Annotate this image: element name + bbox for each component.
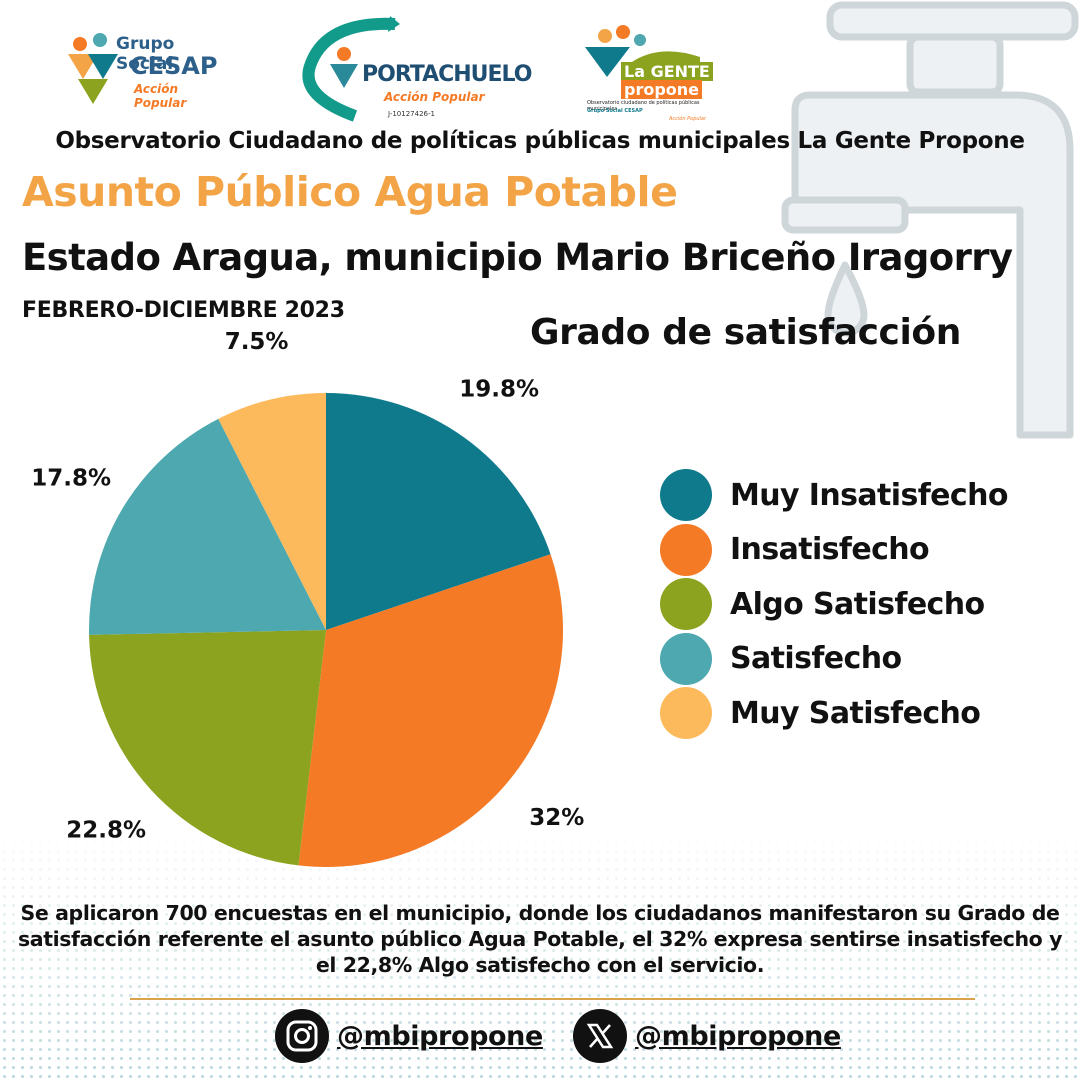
legend-item: Satisfecho: [660, 632, 1008, 687]
period-label: FEBRERO-DICIEMBRE 2023: [22, 298, 345, 323]
lagente-line3: Observatorio ciudadano de políticas públ…: [587, 100, 700, 112]
pie-chart: 19.8% 32% 22.8% 17.8% 7.5%: [31, 329, 584, 867]
pie-slice-satisfecho: [89, 418, 326, 635]
lagente-line4: Grupo Social CESAP: [587, 108, 643, 114]
pie-slice-muy-insatisfecho: [326, 393, 551, 630]
slice-label-muy-satisfecho: 7.5%: [225, 329, 289, 355]
x-handle: @mbipropone: [635, 1020, 841, 1052]
cesap-line2: CESAP: [130, 52, 218, 80]
instagram-icon: [275, 1009, 329, 1063]
cesap-emblem-icon: [68, 33, 118, 104]
legend-label: Muy Insatisfecho: [730, 477, 1008, 513]
chart-title: Grado de satisfacción: [530, 312, 961, 353]
portachuelo-logo: PORTACHUELO Acción Popular J-10127426-1: [300, 16, 532, 126]
pie-slice-insatisfecho: [298, 554, 563, 867]
lagente-line5: Acción Popular: [669, 116, 707, 122]
slice-label-insatisfecho: 32%: [529, 805, 584, 831]
pie-slice-muy-satisfecho: [218, 393, 326, 630]
legend-item: Insatisfecho: [660, 523, 1008, 578]
slice-label-algo-satisfecho: 22.8%: [66, 818, 146, 844]
instagram-link[interactable]: @mbipropone: [275, 1008, 543, 1064]
legend-label: Muy Satisfecho: [730, 695, 981, 731]
x-link[interactable]: @mbipropone: [573, 1008, 841, 1064]
cesap-logo: Grupo Social CESAP Acción Popular: [58, 16, 228, 126]
legend-label: Satisfecho: [730, 641, 902, 677]
slice-label-muy-insatisfecho: 19.8%: [459, 377, 539, 403]
faucet-illustration: [781, 1, 1079, 439]
divider: [130, 998, 975, 1000]
cesap-line1: Grupo Social: [116, 34, 175, 74]
portachuelo-rif: J-10127426-1: [388, 110, 435, 118]
legend-swatch: [660, 578, 712, 631]
legend-label: Insatisfecho: [730, 532, 930, 568]
legend-swatch: [660, 687, 712, 740]
legend-item: Muy Insatisfecho: [660, 468, 1008, 523]
legend-swatch: [660, 469, 712, 522]
portachuelo-name: PORTACHUELO: [362, 62, 532, 87]
legend-item: Algo Satisfecho: [660, 577, 1008, 632]
portachuelo-swoosh-icon: [302, 16, 400, 122]
lagente-line1: La GENTE: [621, 62, 713, 81]
cesap-line3: Acción Popular: [134, 82, 187, 110]
portachuelo-tagline: Acción Popular: [384, 90, 485, 104]
legend-swatch: [660, 632, 712, 685]
legend-item: Muy Satisfecho: [660, 686, 1008, 741]
lagente-line2: propone: [621, 80, 703, 99]
page-title: Asunto Público Agua Potable: [22, 168, 678, 216]
instagram-handle: @mbipropone: [337, 1020, 543, 1052]
x-icon: [573, 1009, 627, 1063]
slice-label-satisfecho: 17.8%: [31, 465, 111, 491]
lagente-logo: La GENTE propone Observatorio ciudadano …: [585, 16, 715, 126]
observatory-title: Observatorio Ciudadano de políticas públ…: [55, 128, 1025, 154]
page-subtitle: Estado Aragua, municipio Mario Briceño I…: [22, 236, 1013, 279]
legend-label: Algo Satisfecho: [730, 586, 985, 622]
legend-swatch: [660, 523, 712, 576]
pie-slice-algo-satisfecho: [89, 630, 327, 866]
chart-legend: Muy Insatisfecho Insatisfecho Algo Satisfe…: [660, 468, 1008, 741]
footnote-text: Se aplicaron 700 encuestas en el municip…: [17, 901, 1063, 977]
